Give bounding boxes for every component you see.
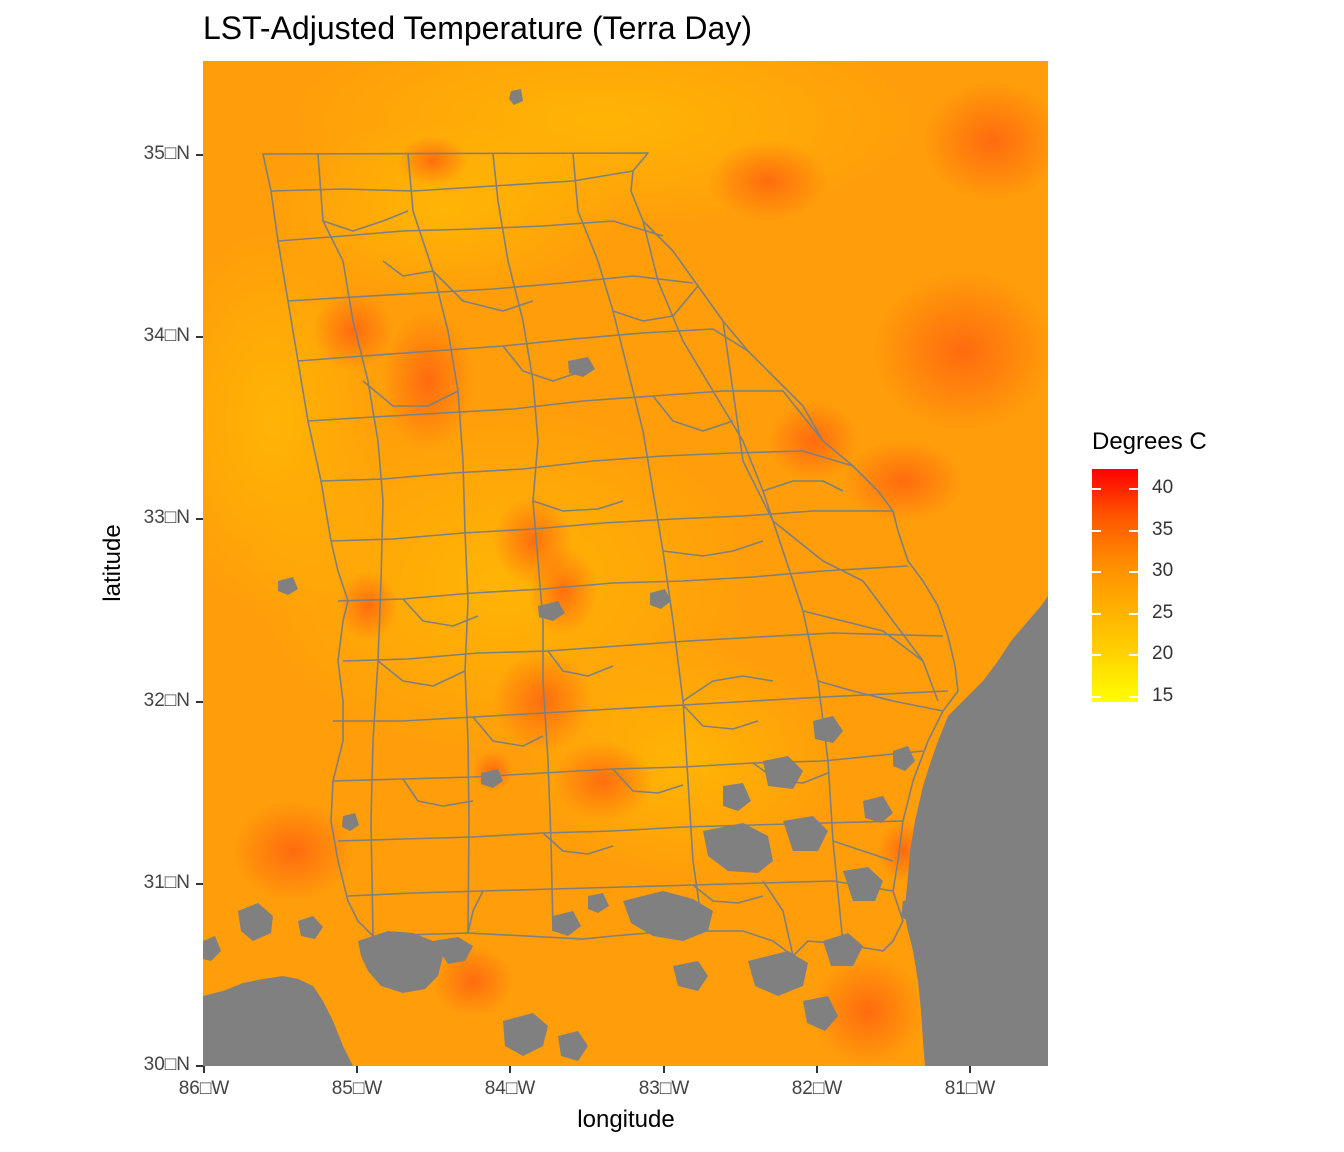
legend-tick-mark	[1129, 571, 1138, 573]
legend-tick-label-35: 35	[1152, 519, 1174, 540]
x-tick-label-86W: 86□W	[178, 1078, 230, 1099]
legend-tick-mark	[1092, 654, 1101, 656]
y-tick-label-31N: 31□N	[143, 872, 190, 893]
y-tick-mark	[196, 701, 203, 703]
y-tick-mark	[196, 518, 203, 520]
x-tick-label-83W: 83□W	[638, 1078, 690, 1099]
y-tick-mark	[196, 1065, 203, 1067]
temperature-raster-map	[203, 61, 1048, 1066]
legend-tick-label-25: 25	[1152, 602, 1174, 623]
x-tick-mark	[509, 1066, 511, 1073]
x-tick-mark	[356, 1066, 358, 1073]
map-panel	[203, 61, 1048, 1066]
y-tick-label-32N: 32□N	[143, 690, 190, 711]
legend-tick-label-20: 20	[1152, 643, 1174, 664]
legend-tick-mark	[1092, 696, 1101, 698]
county-boundaries	[262, 152, 959, 957]
y-tick-label-30N: 30□N	[143, 1054, 190, 1075]
legend-color-bar	[1092, 469, 1138, 702]
x-tick-label-81W: 81□W	[944, 1078, 996, 1099]
legend-tick-mark	[1092, 613, 1101, 615]
y-tick-label-33N: 33□N	[143, 507, 190, 528]
legend-tick-label-40: 40	[1152, 477, 1174, 498]
x-tick-label-84W: 84□W	[484, 1078, 536, 1099]
plot-title: LST-Adjusted Temperature (Terra Day)	[203, 10, 752, 46]
legend-tick-mark	[1092, 488, 1101, 490]
legend-tick-mark	[1129, 530, 1138, 532]
y-tick-label-35N: 35□N	[143, 143, 190, 164]
legend-tick-mark	[1129, 488, 1138, 490]
legend-tick-mark	[1129, 696, 1138, 698]
missing-data-areas	[203, 89, 1048, 1066]
x-tick-mark	[663, 1066, 665, 1073]
legend-tick-mark	[1092, 571, 1101, 573]
x-axis-label: longitude	[577, 1106, 675, 1133]
legend-title: Degrees C	[1092, 428, 1207, 455]
legend-tick-mark	[1129, 613, 1138, 615]
x-tick-label-82W: 82□W	[791, 1078, 843, 1099]
x-tick-mark	[969, 1066, 971, 1073]
y-tick-mark	[196, 154, 203, 156]
x-tick-label-85W: 85□W	[331, 1078, 383, 1099]
x-tick-mark	[816, 1066, 818, 1073]
y-tick-label-34N: 34□N	[143, 325, 190, 346]
legend-tick-label-15: 15	[1152, 685, 1174, 706]
hot-spots	[233, 81, 1048, 1066]
y-tick-mark	[196, 336, 203, 338]
y-axis-label: latitude	[99, 524, 126, 602]
legend-tick-mark	[1092, 530, 1101, 532]
legend-tick-label-30: 30	[1152, 560, 1174, 581]
legend-tick-mark	[1129, 654, 1138, 656]
y-tick-mark	[196, 883, 203, 885]
x-tick-mark	[203, 1066, 205, 1073]
